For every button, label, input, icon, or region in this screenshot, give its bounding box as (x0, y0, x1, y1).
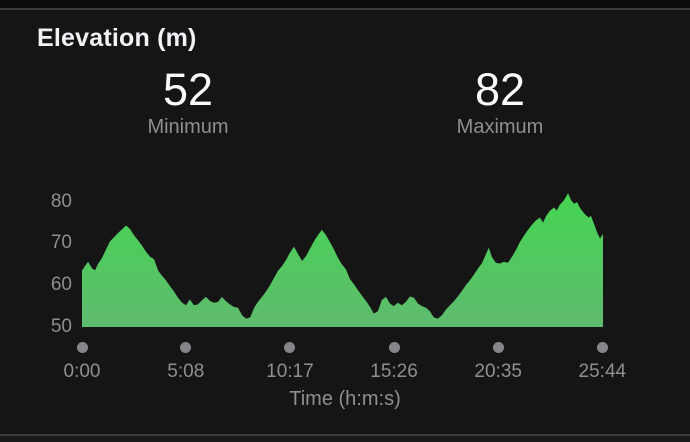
y-axis-label: 80 (50, 190, 72, 212)
y-axis-label: 50 (50, 316, 72, 337)
x-axis-tick-dot (388, 342, 400, 353)
minimum-label: Minimum (147, 116, 229, 139)
maximum-label: Maximum (456, 116, 544, 139)
x-axis-label: 20:35 (474, 361, 522, 382)
top-background-strip (0, 0, 690, 8)
x-axis-label: 10:17 (266, 361, 314, 382)
x-axis-label: 0:00 (63, 361, 101, 382)
top-divider (0, 8, 690, 10)
x-axis-label: 15:26 (370, 361, 418, 382)
elevation-chart-panel: Elevation (m) 52 Minimum 82 Maximum 80 70… (0, 10, 690, 434)
elevation-area-shape (82, 193, 603, 327)
x-axis-title: Time (h:m:s) (289, 388, 401, 410)
y-axis-label: 60 (50, 274, 72, 296)
minimum-value: 52 (162, 64, 214, 115)
bottom-background-strip (0, 436, 690, 442)
x-axis-tick-dot (76, 342, 88, 353)
x-axis-label: 5:08 (167, 361, 205, 382)
x-axis-tick-dot (180, 342, 192, 353)
x-axis-tick-dot (284, 342, 296, 353)
stat-maximum: 82 Maximum (390, 66, 610, 139)
maximum-value: 82 (474, 64, 526, 115)
x-axis-tick-dot (596, 342, 608, 353)
bottom-divider (0, 434, 690, 436)
x-axis-tick-dot (492, 342, 504, 353)
elevation-area-svg[interactable] (82, 190, 603, 327)
x-axis-label: 25:44 (578, 361, 627, 382)
y-axis-label: 70 (50, 232, 72, 254)
page-title: Elevation (m) (37, 24, 197, 52)
stat-minimum: 52 Minimum (78, 66, 298, 139)
